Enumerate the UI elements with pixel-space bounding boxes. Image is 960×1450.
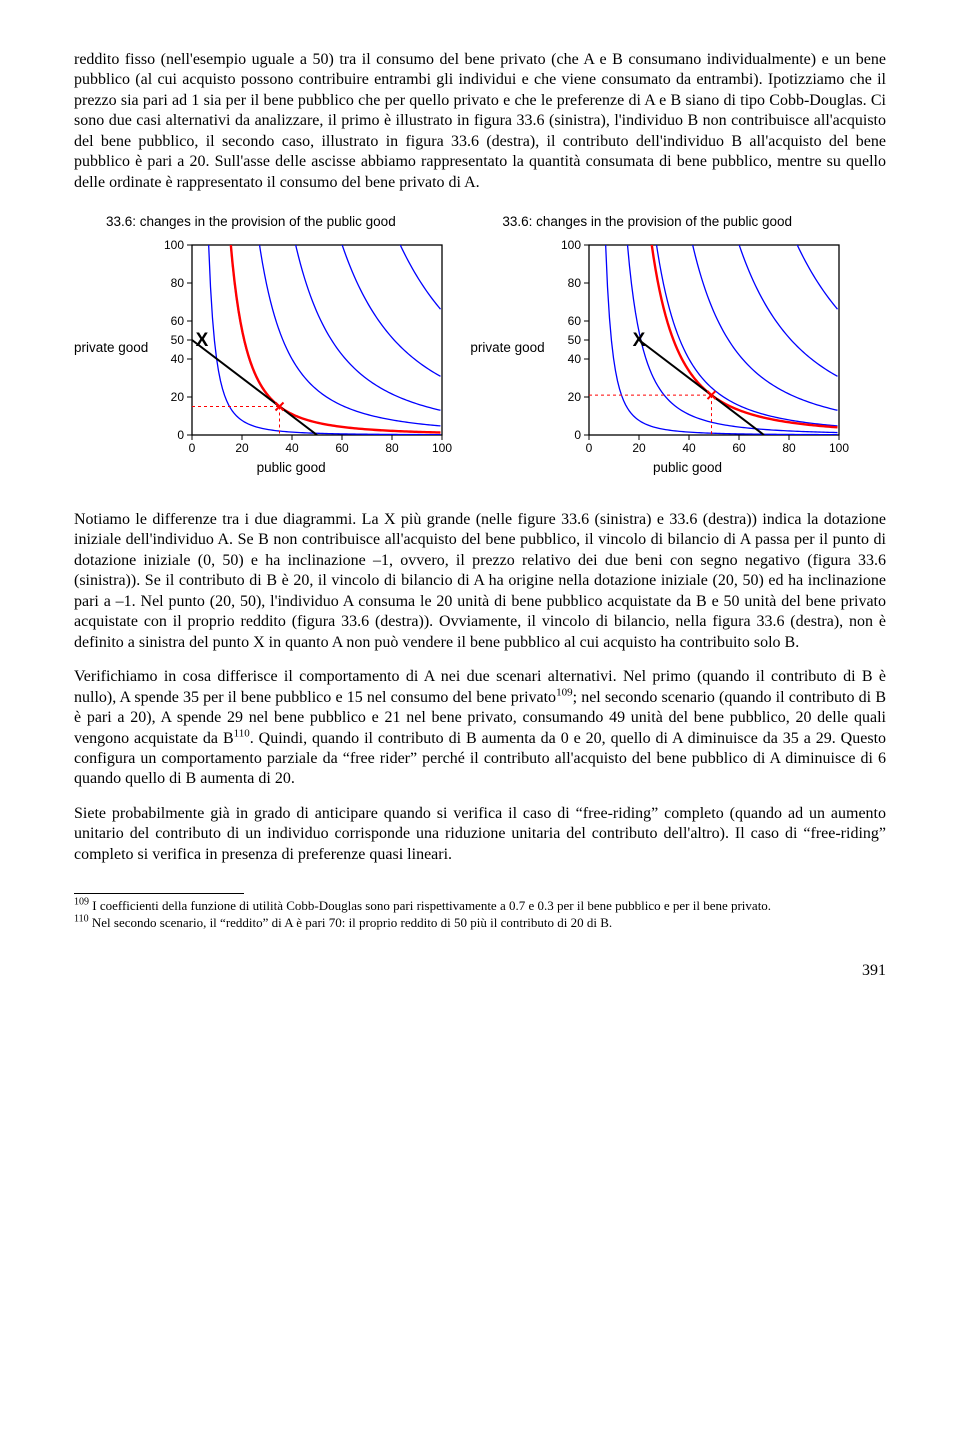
svg-text:80: 80	[386, 441, 400, 455]
chart-right-title: 33.6: changes in the provision of the pu…	[502, 213, 844, 230]
para-intro: reddito fisso (nell'esempio uguale a 50)…	[74, 50, 886, 193]
svg-text:20: 20	[236, 441, 250, 455]
svg-text:100: 100	[164, 238, 184, 252]
svg-text:60: 60	[336, 441, 350, 455]
footnote-110-text: Nel secondo scenario, il “reddito” di A …	[89, 915, 613, 930]
footnote-separator	[74, 893, 244, 894]
footnote-109-num: 109	[74, 897, 89, 908]
svg-text:20: 20	[632, 441, 646, 455]
svg-text:0: 0	[574, 428, 581, 442]
svg-text:X: X	[196, 330, 209, 351]
svg-text:20: 20	[567, 390, 581, 404]
sup-109: 109	[556, 686, 573, 698]
svg-text:40: 40	[171, 352, 185, 366]
svg-text:80: 80	[171, 276, 185, 290]
svg-text:40: 40	[567, 352, 581, 366]
chart-left-svg: 00202040406060808010010050X	[152, 239, 448, 457]
para-diff: Notiamo le differenze tra i due diagramm…	[74, 510, 886, 653]
svg-text:50: 50	[171, 333, 185, 347]
svg-text:60: 60	[567, 314, 581, 328]
svg-text:50: 50	[567, 333, 581, 347]
footnote-110-num: 110	[74, 913, 89, 924]
svg-text:0: 0	[189, 441, 196, 455]
svg-text:60: 60	[171, 314, 185, 328]
svg-text:20: 20	[171, 390, 185, 404]
svg-text:0: 0	[585, 441, 592, 455]
sup-110: 110	[234, 727, 250, 739]
charts-row: 33.6: changes in the provision of the pu…	[74, 213, 886, 476]
svg-text:100: 100	[432, 441, 452, 455]
chart-left-ylabel: private good	[74, 339, 148, 356]
svg-text:80: 80	[567, 276, 581, 290]
para-behave: Verifichiamo in cosa differisce il compo…	[74, 667, 886, 790]
svg-text:X: X	[632, 330, 645, 351]
svg-text:0: 0	[178, 428, 185, 442]
chart-right-xlabel: public good	[530, 459, 844, 476]
chart-right-svg: 00202040406060808010010050X	[549, 239, 845, 457]
footnote-109: 109 I coefficienti della funzione di uti…	[74, 898, 886, 914]
svg-text:100: 100	[829, 441, 849, 455]
chart-right-ylabel: private good	[470, 339, 544, 356]
footnote-110: 110 Nel secondo scenario, il “reddito” d…	[74, 915, 886, 931]
footnote-109-text: I coefficienti della funzione di utilità…	[89, 898, 771, 913]
svg-text:40: 40	[286, 441, 300, 455]
svg-text:100: 100	[561, 238, 581, 252]
para-free-riding: Siete probabilmente già in grado di anti…	[74, 804, 886, 865]
svg-text:60: 60	[732, 441, 746, 455]
chart-left-xlabel: public good	[134, 459, 448, 476]
chart-left-block: 33.6: changes in the provision of the pu…	[74, 213, 448, 476]
page-number: 391	[74, 961, 886, 981]
chart-left-title: 33.6: changes in the provision of the pu…	[106, 213, 448, 230]
svg-text:40: 40	[682, 441, 696, 455]
svg-text:80: 80	[782, 441, 796, 455]
chart-right-block: 33.6: changes in the provision of the pu…	[470, 213, 844, 476]
